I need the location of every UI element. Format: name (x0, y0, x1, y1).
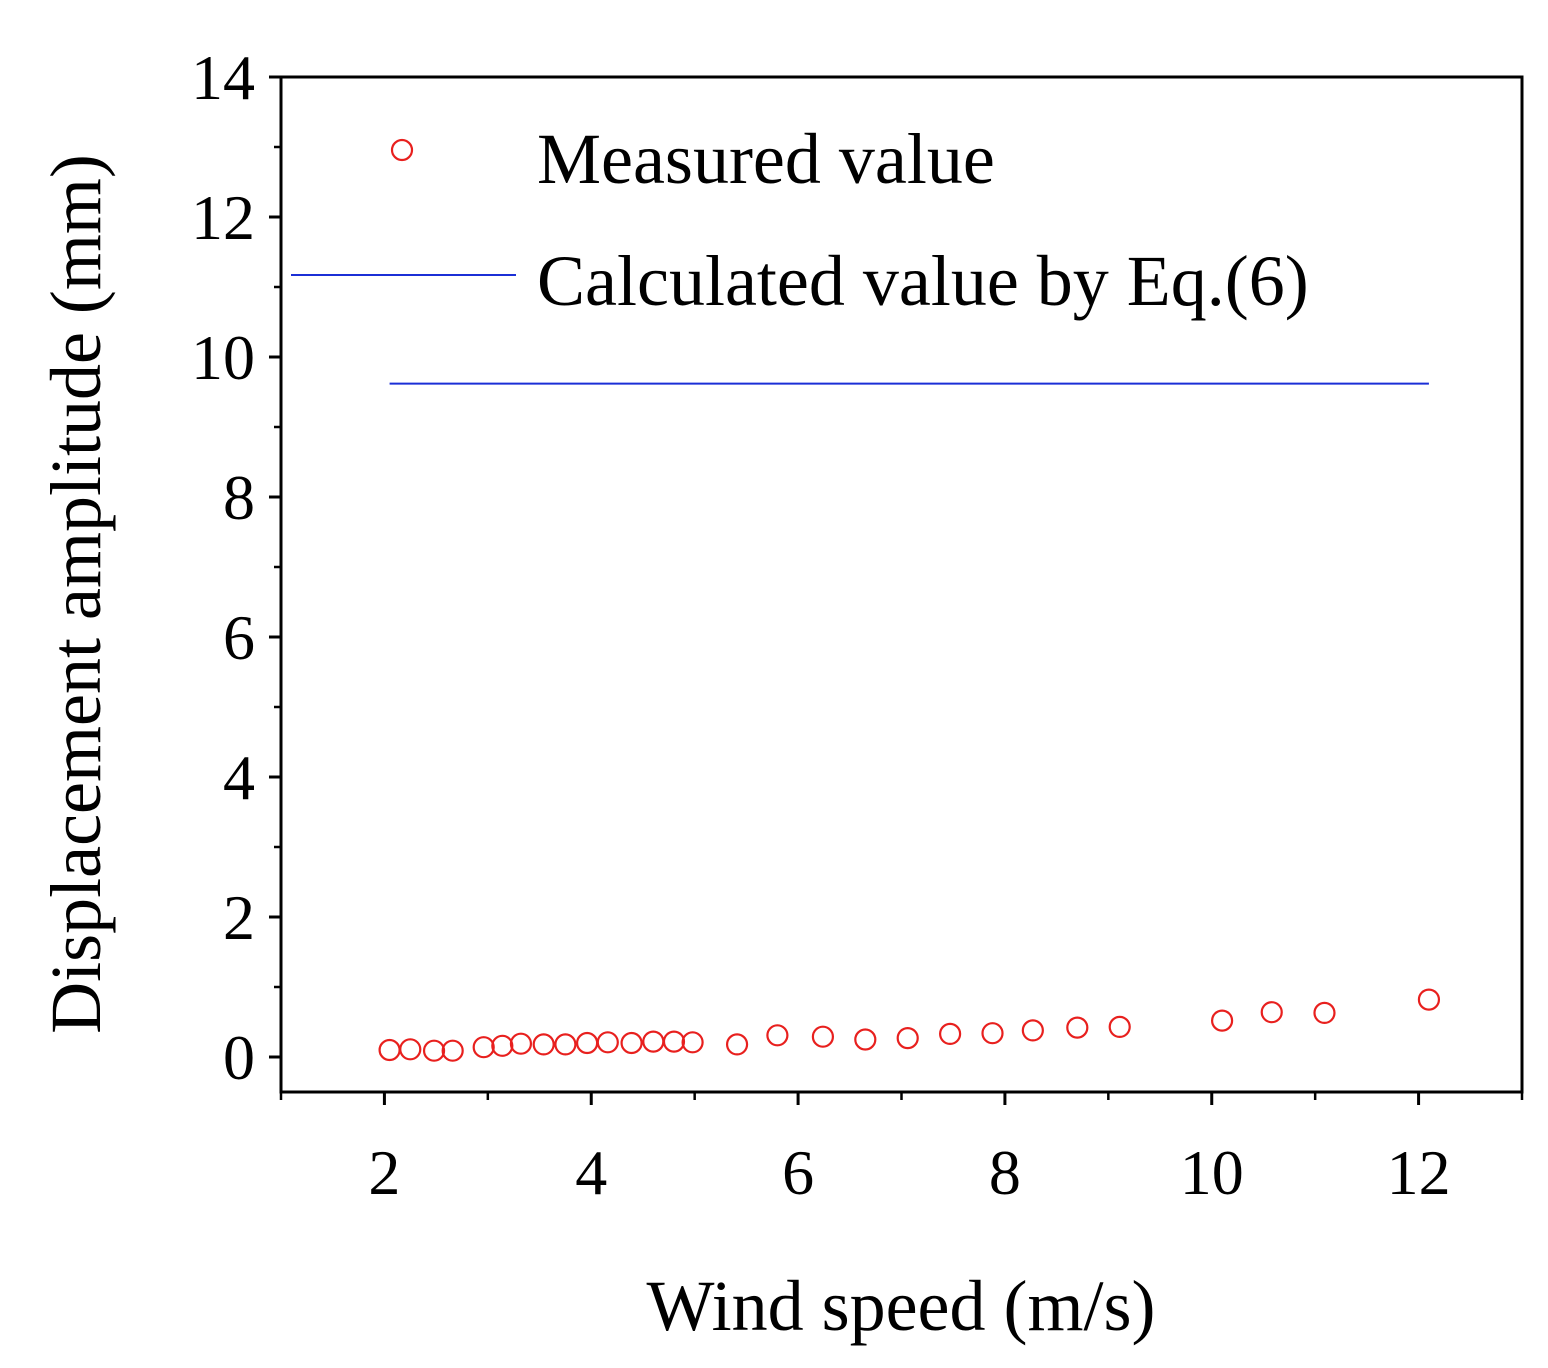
x-tick-label: 4 (575, 1137, 607, 1208)
measured-point (854, 1028, 877, 1051)
plot-frame (279, 75, 1524, 1094)
y-tick-label: 2 (223, 882, 255, 953)
y-tick-label: 14 (191, 42, 255, 113)
x-tick-label: 12 (1387, 1137, 1451, 1208)
measured-series (378, 988, 1441, 1062)
measured-point (491, 1034, 514, 1057)
measured-point (811, 1025, 835, 1048)
legend: Measured value Calculated value by Eq.(6… (291, 119, 1309, 321)
measured-point (1260, 1001, 1283, 1024)
y-tick-label: 4 (223, 742, 255, 813)
measured-point (422, 1039, 446, 1062)
measured-point (1313, 1001, 1336, 1025)
y-axis-title: Displacement amplitude (mm) (36, 154, 116, 1034)
x-axis-ticks: 2 4 6 8 10 12 (279, 1092, 1524, 1208)
measured-point (1108, 1015, 1131, 1039)
measured-point (554, 1033, 577, 1056)
measured-point (939, 1022, 962, 1046)
measured-point (399, 1038, 422, 1061)
measured-point (1021, 1019, 1044, 1042)
y-axis-ticks: 0 2 4 6 8 10 12 14 (191, 42, 281, 1093)
x-tick-label: 6 (782, 1137, 814, 1208)
legend-label-calculated: Calculated value by Eq.(6) (537, 241, 1309, 321)
measured-point (620, 1031, 643, 1055)
legend-label-measured: Measured value (537, 119, 995, 199)
y-tick-label: 8 (223, 462, 255, 533)
measured-point (1066, 1016, 1089, 1039)
measured-point (681, 1031, 704, 1054)
measured-point (1417, 988, 1441, 1011)
y-tick-label: 10 (191, 322, 255, 393)
measured-point (532, 1033, 555, 1056)
y-tick-label: 12 (191, 182, 255, 253)
y-tick-label: 6 (223, 602, 255, 673)
y-tick-label: 0 (223, 1022, 255, 1093)
measured-point (576, 1031, 599, 1055)
measured-point (725, 1033, 749, 1056)
measured-point (596, 1031, 619, 1054)
measured-point (766, 1024, 789, 1047)
measured-point (441, 1039, 464, 1062)
measured-point (662, 1030, 686, 1053)
measured-point (981, 1022, 1004, 1045)
measured-point (1210, 1009, 1234, 1032)
measured-point (472, 1036, 495, 1059)
x-tick-label: 10 (1180, 1137, 1244, 1208)
measured-point (896, 1026, 919, 1050)
measured-point (509, 1032, 533, 1055)
x-tick-label: 2 (368, 1137, 400, 1208)
measured-point (642, 1030, 665, 1053)
x-tick-label: 8 (989, 1137, 1021, 1208)
measured-point (378, 1038, 401, 1062)
legend-marker-measured (390, 138, 414, 162)
x-axis-title: Wind speed (m/s) (647, 1266, 1156, 1346)
